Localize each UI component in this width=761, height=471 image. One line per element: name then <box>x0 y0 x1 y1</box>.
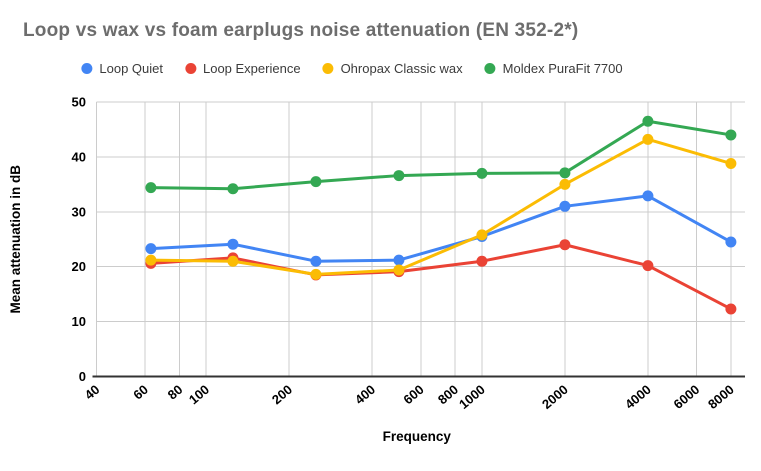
x-tick-label: 80 <box>165 382 186 403</box>
data-point <box>642 133 654 145</box>
data-point <box>559 167 571 179</box>
data-point <box>725 157 737 169</box>
x-tick-label: 800 <box>435 382 461 407</box>
x-tick-label: 2000 <box>539 382 571 412</box>
legend: Loop Quiet Loop Experience Ohropax Classic… <box>81 61 623 76</box>
series-moldex-purafit-7700 <box>145 115 737 195</box>
y-tick-label: 0 <box>79 369 86 384</box>
data-point <box>642 115 654 127</box>
chart-title: Loop vs wax vs foam earplugs noise atten… <box>23 20 579 41</box>
legend-label: Moldex PuraFit 7700 <box>502 61 623 76</box>
y-tick-label: 20 <box>72 259 86 274</box>
series-line <box>149 194 733 263</box>
x-tick-label: 600 <box>400 382 426 407</box>
legend-swatch-icon <box>184 63 196 74</box>
legend-item-loop-quiet: Loop Quiet <box>81 61 163 76</box>
y-tick-label: 30 <box>72 204 86 219</box>
data-point <box>476 229 488 241</box>
data-point <box>393 170 405 182</box>
data-point <box>145 243 157 255</box>
data-point <box>310 268 322 280</box>
legend-label: Loop Experience <box>202 61 301 76</box>
legend-label: Loop Quiet <box>99 61 163 76</box>
legend-item-ohropax-classic-wax: Ohropax Classic wax <box>322 61 463 76</box>
y-tick-labels: 0 10 20 30 40 50 <box>72 95 86 385</box>
legend-item-moldex-purafit-7700: Moldex PuraFit 7700 <box>484 61 623 76</box>
x-tick-label: 200 <box>269 382 295 407</box>
gridlines <box>96 101 745 377</box>
data-point <box>642 190 654 202</box>
y-axis-title: Mean attenuation in dB <box>8 165 23 314</box>
data-point <box>310 176 322 188</box>
data-point <box>725 303 737 315</box>
x-axis-title: Frequency <box>383 429 452 444</box>
x-tick-label: 4000 <box>622 382 654 412</box>
data-point <box>642 260 654 272</box>
data-point <box>145 254 157 266</box>
y-tick-label: 50 <box>72 95 86 110</box>
legend-swatch-icon <box>322 63 334 74</box>
data-point <box>227 255 239 267</box>
series-line <box>149 243 733 311</box>
x-tick-label: 6000 <box>671 382 703 412</box>
data-point <box>310 255 322 267</box>
data-point <box>227 238 239 250</box>
y-tick-label: 40 <box>72 149 86 164</box>
data-point <box>559 239 571 251</box>
legend-item-loop-experience: Loop Experience <box>184 61 301 76</box>
data-point <box>227 183 239 195</box>
data-point <box>725 236 737 248</box>
series-ohropax-classic-wax <box>145 133 737 280</box>
data-point <box>393 264 405 276</box>
series-line <box>149 119 733 191</box>
legend-swatch-icon <box>81 63 93 74</box>
data-point <box>393 254 405 266</box>
data-point <box>725 129 737 141</box>
y-tick-label: 10 <box>72 314 86 329</box>
data-point <box>559 178 571 190</box>
data-point <box>476 255 488 267</box>
legend-swatch-icon <box>484 63 496 74</box>
x-tick-label: 100 <box>186 382 212 407</box>
data-point <box>145 182 157 194</box>
x-tick-label: 60 <box>130 382 151 403</box>
data-point <box>476 167 488 179</box>
x-tick-label: 1000 <box>456 382 488 412</box>
legend-label: Ohropax Classic wax <box>340 61 463 76</box>
series-line <box>149 137 733 276</box>
x-tick-label: 40 <box>82 382 103 403</box>
data-point <box>559 200 571 212</box>
x-tick-label: 400 <box>352 382 378 407</box>
x-tick-label: 8000 <box>705 382 737 412</box>
